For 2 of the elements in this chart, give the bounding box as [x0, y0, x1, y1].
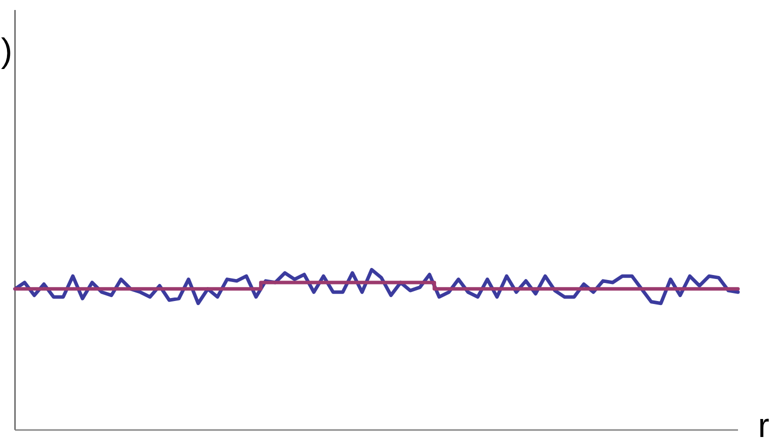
x-axis-title: r: [758, 407, 770, 441]
text: ): [1, 32, 12, 70]
